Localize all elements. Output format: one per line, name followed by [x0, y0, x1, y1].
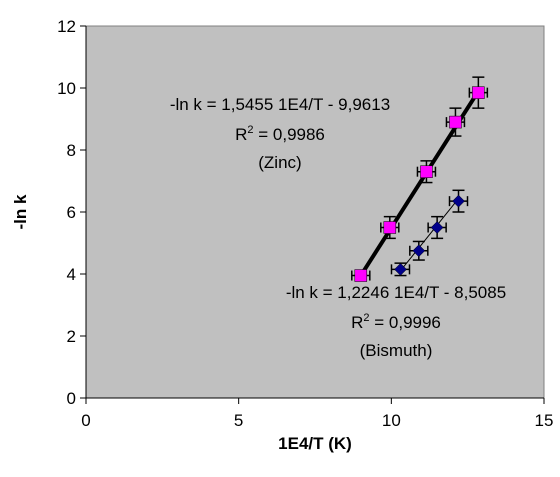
bismuth-r-sup: 2: [363, 312, 369, 324]
bismuth-fit-equation: -ln k = 1,2246 1E4/T - 8,5085: [286, 283, 506, 302]
bismuth-r-value: = 0,9996: [370, 313, 441, 332]
zinc-point-2: [420, 165, 433, 178]
zinc-point-1: [383, 221, 397, 234]
zinc-r-sup: 2: [247, 124, 253, 136]
zinc-point-0: [354, 269, 368, 282]
y-tick-label-0: 0: [67, 389, 76, 408]
x-tick-label-2: 10: [382, 411, 401, 430]
y-tick-label-4: 8: [67, 141, 76, 160]
x-tick-label-3: 15: [535, 411, 554, 430]
y-tick-label-6: 12: [57, 17, 76, 36]
zinc-label: (Zinc): [258, 153, 301, 172]
x-tick-label-1: 5: [234, 411, 243, 430]
y-tick-label-1: 2: [67, 327, 76, 346]
bismuth-label: (Bismuth): [360, 341, 433, 360]
y-axis-title: -ln k: [11, 194, 30, 229]
zinc-r-value: = 0,9986: [254, 125, 325, 144]
zinc-r-squared: R2 = 0,9986: [235, 124, 325, 144]
y-tick-label-2: 4: [67, 265, 76, 284]
zinc-point-4: [472, 86, 485, 99]
y-tick-label-3: 6: [67, 203, 76, 222]
bismuth-point-3: [452, 194, 465, 208]
bismuth-point-2: [430, 221, 444, 234]
bismuth-point-1: [412, 244, 426, 258]
plot-area: [85, 25, 545, 399]
bismuth-r-squared: R2 = 0,9996: [351, 312, 441, 332]
bismuth-point-0: [394, 262, 407, 276]
y-tick-label-5: 10: [57, 79, 76, 98]
zinc-point-3: [449, 115, 462, 129]
bismuth-fit-line: [400, 198, 459, 272]
x-tick-label-0: 0: [81, 411, 90, 430]
x-axis-title: 1E4/T (K): [278, 434, 352, 453]
bismuth-r-symbol: R: [351, 313, 363, 332]
zinc-fit-equation: -ln k = 1,5455 1E4/T - 9,9613: [170, 95, 390, 114]
zinc-r-symbol: R: [235, 125, 247, 144]
